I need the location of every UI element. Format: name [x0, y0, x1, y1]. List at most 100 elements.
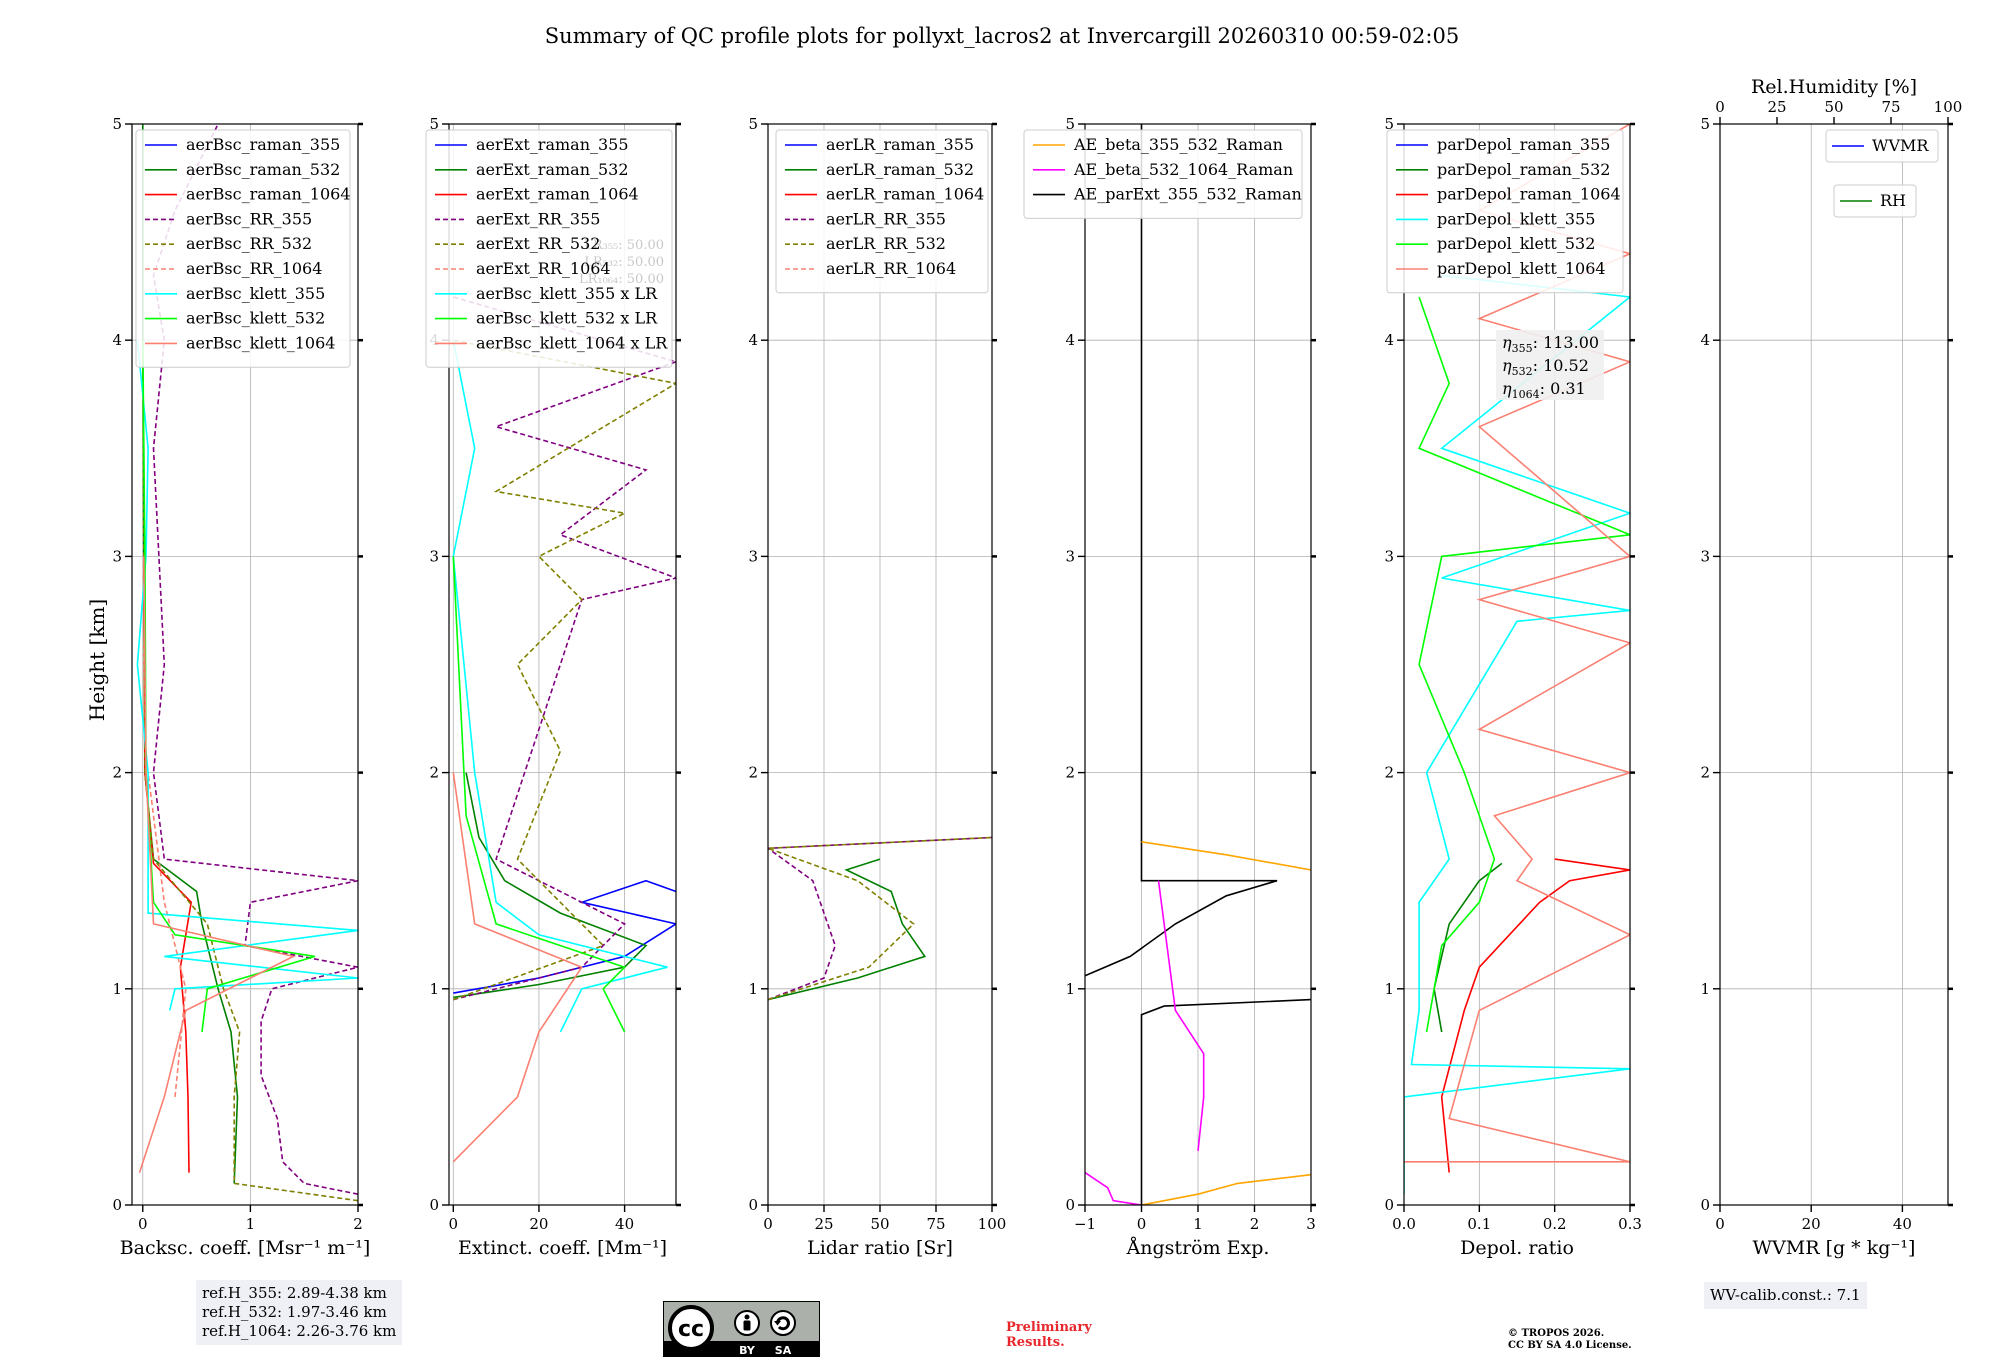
y-tick-label: 1 — [1700, 980, 1710, 998]
lidar-ratio-note: LR₅₃₂: 50.00 — [584, 255, 664, 270]
x-axis-label: Lidar ratio [Sr] — [807, 1237, 953, 1259]
y-tick-label: 3 — [1065, 547, 1075, 565]
y-tick-label: 3 — [429, 547, 439, 565]
y-tick-label: 2 — [748, 764, 758, 782]
panel-5: 0 1 2 3 4 5 0.0 0.1 0.2 0.3 Depol. ratio parDepol_r… — [1384, 115, 1641, 1259]
eta-number: : 113.00 — [1533, 333, 1599, 352]
legend-box — [1023, 129, 1303, 219]
legend-entry: aerLR_RR_1064 — [826, 259, 956, 278]
y-tick-label: 3 — [748, 547, 758, 565]
series-line-AE_beta_532_1064_Raman — [1085, 1171, 1142, 1205]
legend: WVMR RH — [1825, 129, 1939, 218]
y-tick-label: 0 — [748, 1196, 758, 1214]
legend: aerBsc_raman_355 aerBsc_raman_532 aerBsc_r… — [135, 129, 351, 368]
legend: parDepol_raman_355 parDepol_raman_532 parD… — [1386, 129, 1624, 294]
x-tick-label: 100 — [978, 1215, 1007, 1233]
y-tick-label: 2 — [112, 764, 122, 782]
panel-frame — [1403, 123, 1631, 1206]
series-line-aerBsc_klett_1064 — [138, 556, 296, 1173]
legend-entry: aerLR_raman_532 — [826, 160, 974, 179]
series-line-aerBsc_RR_355 — [152, 124, 358, 1195]
panel-data — [452, 296, 676, 1163]
x2-tick-label: 25 — [1767, 98, 1786, 116]
sa-label: SA — [775, 1344, 792, 1357]
y-tick-label: 4 — [1700, 331, 1710, 349]
legend-entry: RH — [1880, 191, 1906, 210]
x-tick-label: 0 — [1137, 1215, 1147, 1233]
wv-calibration-box: WV-calib.const.: 7.1 — [1704, 1282, 1867, 1309]
panel-data — [1085, 124, 1311, 1205]
y-tick-label: 1 — [1065, 980, 1075, 998]
series-line-AE_beta_532_1064_Raman — [1157, 880, 1205, 1152]
series-line-aerBsc_klett_355 — [136, 340, 358, 1011]
legend-entry: aerBsc_raman_355 — [186, 135, 340, 154]
eta-value: η1064: 0.31 — [1502, 379, 1586, 401]
x-tick-label: 0.2 — [1543, 1215, 1567, 1233]
eta-symbol: η — [1502, 379, 1512, 398]
panel-1: 0 1 2 3 4 5 0 1 2 Backsc. coeff. [Msr⁻¹ m⁻¹] aerBs… — [112, 115, 370, 1259]
legend-entry: aerBsc_RR_1064 — [186, 259, 322, 278]
legend-entry: aerLR_RR_532 — [826, 234, 946, 253]
series-line-parDepol_klett_532 — [1418, 296, 1630, 1033]
y-axis-label: Height [km] — [85, 599, 109, 721]
x-tick-label: 25 — [814, 1215, 833, 1233]
series-line-AE_parExt_355_532_Raman — [1085, 124, 1278, 977]
y-tick-label: 4 — [1065, 331, 1075, 349]
y-tick-label: 2 — [1700, 764, 1710, 782]
legend-entry: AE_beta_355_532_Raman — [1073, 135, 1283, 154]
y-tick-label: 5 — [1384, 115, 1394, 133]
refh-355: ref.H_355: 2.89-4.38 km — [202, 1284, 387, 1302]
eta-value: η355: 113.00 — [1502, 333, 1599, 355]
y-tick-label: 0 — [429, 1196, 439, 1214]
x-axis-label: Depol. ratio — [1460, 1237, 1574, 1259]
x-tick-label: 0 — [138, 1215, 148, 1233]
legend-entry: aerExt_raman_1064 — [476, 185, 639, 204]
legend-entry: aerBsc_klett_1064 x LR — [476, 333, 668, 352]
series-line-parDepol_raman_532 — [1433, 862, 1503, 1033]
panel-data — [136, 124, 358, 1202]
y-tick-label: 5 — [748, 115, 758, 133]
legend-entry: aerBsc_klett_532 — [186, 309, 325, 328]
x-tick-label: 50 — [870, 1215, 889, 1233]
x-axis-label: Backsc. coeff. [Msr⁻¹ m⁻¹] — [120, 1237, 371, 1259]
panel-frame — [448, 123, 677, 1206]
copyright-note: © TROPOS 2026. CC BY SA 4.0 License. — [1508, 1328, 1632, 1352]
y-tick-label: 2 — [1384, 764, 1394, 782]
reference-height-box: ref.H_355: 2.89-4.38 km ref.H_532: 1.97-… — [196, 1280, 403, 1345]
x-tick-label: 0 — [1715, 1215, 1725, 1233]
x-tick-label: 2 — [1250, 1215, 1260, 1233]
y-tick-label: 2 — [1065, 764, 1075, 782]
series-line-AE_beta_355_532_Raman — [1141, 841, 1311, 871]
legend-entry: aerBsc_RR_532 — [186, 234, 312, 253]
series-line-AE_parExt_355_532_Raman — [1140, 998, 1311, 1205]
x-tick-label: 40 — [615, 1215, 634, 1233]
series-line-aerLR_RR_532 — [768, 836, 992, 1001]
x-tick-label: 20 — [1802, 1215, 1821, 1233]
y-tick-label: 0 — [1384, 1196, 1394, 1214]
legend-entry: aerBsc_klett_355 — [186, 284, 325, 303]
x2-axis-label: Rel.Humidity [%] — [1751, 76, 1917, 98]
eta-subscript: 1064 — [1512, 388, 1540, 401]
legend-entry: aerBsc_klett_1064 — [186, 333, 335, 352]
x2-tick-label: 50 — [1824, 98, 1843, 116]
y-tick-label: 3 — [1700, 547, 1710, 565]
x-tick-label: 1 — [1193, 1215, 1203, 1233]
preliminary-line-2: Results. — [1006, 1335, 1065, 1350]
legend-box — [1825, 129, 1939, 163]
series-line-aerBsc_RR_1064 — [147, 772, 187, 1097]
legend-entry: aerExt_RR_1064 — [476, 259, 611, 278]
series-line-AE_beta_355_532_Raman — [1141, 1173, 1311, 1205]
x2-tick-label: 0 — [1715, 98, 1725, 116]
x-tick-label: 0.0 — [1392, 1215, 1416, 1233]
y-tick-label: 0 — [1700, 1196, 1710, 1214]
eta-number: : 10.52 — [1533, 356, 1589, 375]
legend-box — [1386, 129, 1624, 294]
legend-entry: aerBsc_klett_532 x LR — [476, 309, 658, 328]
legend-entry: aerBsc_RR_355 — [186, 209, 312, 228]
x-tick-label: 1 — [246, 1215, 256, 1233]
